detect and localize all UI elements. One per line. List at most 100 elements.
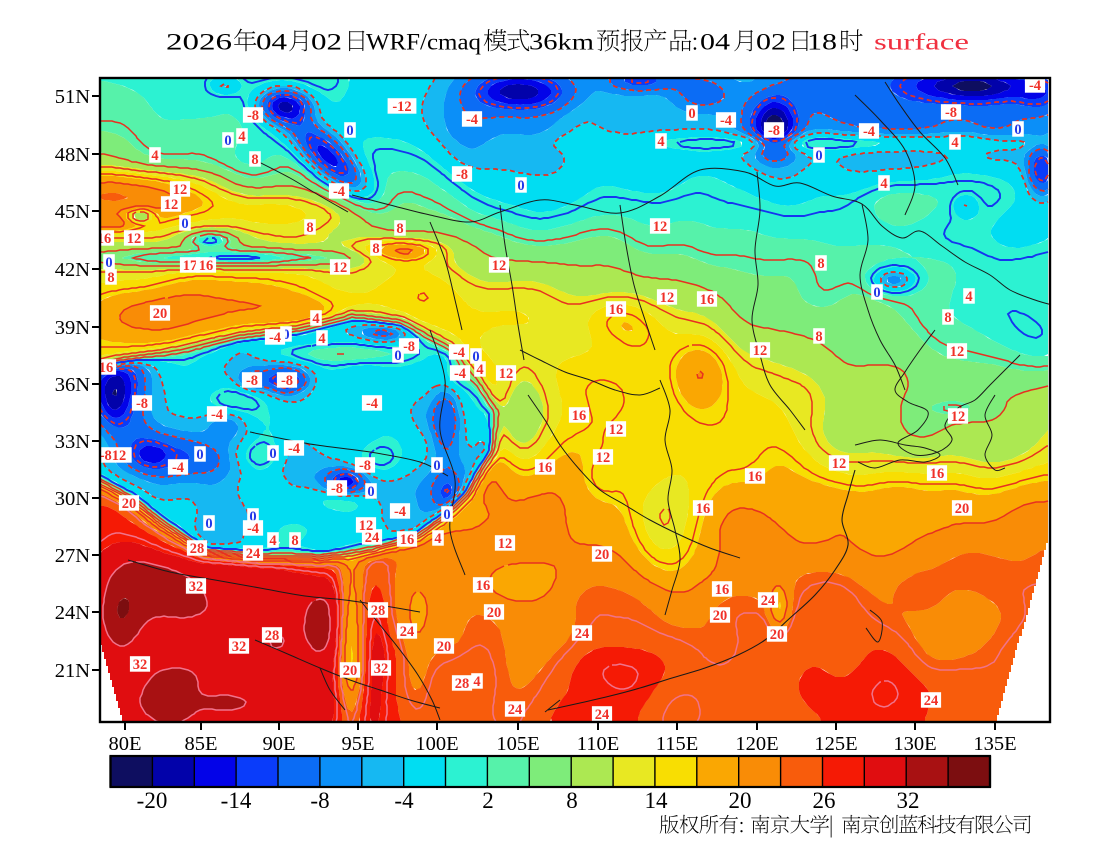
svg-text:0: 0 bbox=[443, 507, 450, 523]
svg-text:8: 8 bbox=[944, 310, 951, 326]
svg-text:26: 26 bbox=[813, 788, 836, 813]
svg-text:39N: 39N bbox=[55, 317, 91, 339]
svg-text:-812: -812 bbox=[100, 448, 127, 464]
svg-text:-8: -8 bbox=[136, 396, 148, 412]
svg-text:-8: -8 bbox=[246, 373, 258, 389]
svg-text:24: 24 bbox=[575, 626, 590, 642]
svg-text:0: 0 bbox=[205, 516, 212, 532]
svg-text:0: 0 bbox=[282, 327, 289, 343]
svg-text:8: 8 bbox=[372, 241, 379, 257]
svg-text:4: 4 bbox=[318, 331, 325, 347]
svg-text:32: 32 bbox=[189, 579, 204, 595]
svg-text:0: 0 bbox=[688, 106, 695, 122]
svg-text:0: 0 bbox=[367, 484, 374, 500]
svg-text:16: 16 bbox=[609, 302, 624, 318]
svg-text:-4: -4 bbox=[366, 396, 378, 412]
svg-text:4: 4 bbox=[880, 176, 887, 192]
svg-text:0: 0 bbox=[269, 446, 276, 462]
svg-text:24: 24 bbox=[246, 546, 261, 562]
svg-text:-12: -12 bbox=[392, 99, 411, 115]
svg-text:-4: -4 bbox=[1029, 78, 1041, 94]
svg-text:0: 0 bbox=[224, 133, 231, 149]
svg-text:-4: -4 bbox=[394, 788, 414, 813]
svg-text:20: 20 bbox=[153, 306, 168, 322]
svg-text:33N: 33N bbox=[55, 431, 91, 453]
svg-text:0: 0 bbox=[472, 349, 479, 365]
svg-text:-4: -4 bbox=[288, 441, 300, 457]
svg-text:20: 20 bbox=[729, 788, 752, 813]
svg-text:24: 24 bbox=[595, 707, 610, 723]
svg-text:28: 28 bbox=[371, 603, 386, 619]
svg-text:90E: 90E bbox=[262, 733, 295, 755]
svg-text:16: 16 bbox=[400, 532, 415, 548]
svg-text:12: 12 bbox=[753, 343, 768, 359]
svg-text:130E: 130E bbox=[893, 733, 936, 755]
svg-text:20: 20 bbox=[955, 501, 970, 517]
svg-text:-14: -14 bbox=[221, 788, 252, 813]
svg-text:02: 02 bbox=[756, 30, 786, 56]
svg-text:12: 12 bbox=[498, 536, 513, 552]
svg-text:0: 0 bbox=[815, 148, 822, 164]
svg-text:-20: -20 bbox=[137, 788, 168, 813]
svg-text:32: 32 bbox=[232, 639, 247, 655]
svg-text:16: 16 bbox=[700, 292, 715, 308]
svg-text:105E: 105E bbox=[496, 733, 539, 755]
svg-text:95E: 95E bbox=[341, 733, 374, 755]
svg-text:28: 28 bbox=[265, 628, 280, 644]
svg-text:4: 4 bbox=[151, 148, 158, 164]
svg-text:36km: 36km bbox=[529, 30, 594, 56]
svg-text:12: 12 bbox=[660, 290, 675, 306]
svg-text:8: 8 bbox=[107, 270, 114, 286]
svg-text:-4: -4 bbox=[466, 112, 478, 128]
svg-text:-8: -8 bbox=[403, 339, 415, 355]
svg-text:16: 16 bbox=[572, 408, 587, 424]
svg-text:-4: -4 bbox=[211, 407, 223, 423]
svg-text:-4: -4 bbox=[863, 124, 875, 140]
svg-text:110E: 110E bbox=[577, 733, 620, 755]
svg-text:14: 14 bbox=[645, 788, 669, 813]
svg-text:8: 8 bbox=[251, 152, 258, 168]
svg-text:4: 4 bbox=[312, 311, 319, 327]
svg-text:42N: 42N bbox=[55, 259, 91, 281]
svg-text:-8: -8 bbox=[945, 105, 957, 121]
svg-text:4: 4 bbox=[238, 129, 245, 145]
svg-text:0: 0 bbox=[517, 178, 524, 194]
svg-text:04: 04 bbox=[700, 30, 730, 56]
svg-text:-4: -4 bbox=[453, 345, 465, 361]
svg-text:0: 0 bbox=[196, 447, 203, 463]
svg-text:12: 12 bbox=[499, 366, 514, 382]
svg-text:02: 02 bbox=[311, 30, 342, 56]
svg-text:12: 12 bbox=[609, 422, 624, 438]
svg-text:12: 12 bbox=[832, 456, 847, 472]
svg-text:0: 0 bbox=[249, 509, 256, 525]
svg-text:135E: 135E bbox=[973, 733, 1016, 755]
svg-text:20: 20 bbox=[487, 605, 502, 621]
svg-text:-4: -4 bbox=[172, 460, 184, 476]
svg-text:12: 12 bbox=[596, 450, 611, 466]
svg-text:115E: 115E bbox=[656, 733, 699, 755]
svg-text:12: 12 bbox=[653, 219, 668, 235]
svg-text:48N: 48N bbox=[55, 144, 91, 166]
svg-text:16: 16 bbox=[476, 578, 491, 594]
svg-text:8: 8 bbox=[306, 220, 313, 236]
svg-text:12: 12 bbox=[127, 231, 142, 247]
svg-text:24: 24 bbox=[400, 624, 415, 640]
svg-text:0: 0 bbox=[346, 123, 353, 139]
svg-text:24: 24 bbox=[365, 530, 380, 546]
svg-text:4: 4 bbox=[476, 362, 483, 378]
svg-text:8: 8 bbox=[815, 329, 822, 345]
svg-text:12: 12 bbox=[173, 182, 188, 198]
svg-text:0: 0 bbox=[873, 285, 880, 301]
svg-text:20: 20 bbox=[437, 639, 452, 655]
svg-text:85E: 85E bbox=[184, 733, 217, 755]
svg-text:4: 4 bbox=[269, 533, 276, 549]
svg-text:04: 04 bbox=[256, 30, 287, 56]
svg-text:24N: 24N bbox=[55, 602, 91, 624]
svg-text:16: 16 bbox=[748, 469, 763, 485]
svg-text:-4: -4 bbox=[394, 504, 406, 520]
svg-text:24: 24 bbox=[924, 693, 939, 709]
svg-text:-4: -4 bbox=[247, 521, 259, 537]
svg-text:-8: -8 bbox=[310, 788, 329, 813]
svg-text:32: 32 bbox=[133, 657, 148, 673]
svg-text:-4: -4 bbox=[269, 330, 281, 346]
